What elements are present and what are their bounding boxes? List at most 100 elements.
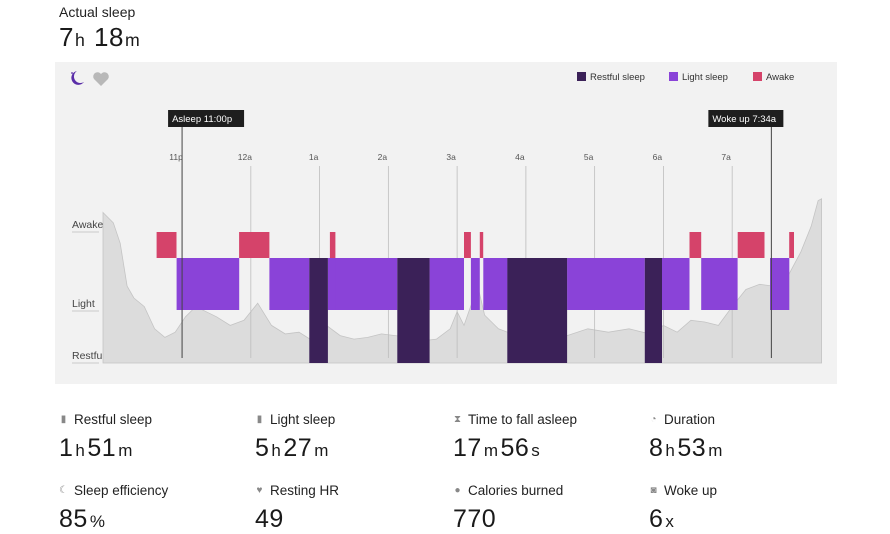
hour-tick-label: 11p <box>169 152 183 162</box>
sleep-segment-light <box>470 258 480 310</box>
actual-sleep-minutes: 18 <box>94 22 124 52</box>
actual-sleep-header: Actual sleep 7h 18m <box>59 4 141 53</box>
metric-label: Time to fall asleep <box>468 411 578 427</box>
clock-icon: ◔ <box>650 413 657 425</box>
heart-icon[interactable] <box>93 72 109 86</box>
metric-value: 85% <box>59 505 249 534</box>
sleep-segment-awake <box>329 232 336 258</box>
alarm-icon: ◙ <box>650 484 657 496</box>
actual-sleep-hours: 7 <box>59 22 74 52</box>
asleep-marker-badge <box>168 110 245 127</box>
hour-tick-label: 2a <box>378 152 388 162</box>
metric-number: 49 <box>255 505 284 533</box>
y-label-restful: Restful <box>72 350 105 362</box>
metric-unit: h <box>665 441 676 460</box>
sleep-segment-light <box>662 258 690 310</box>
sleep-segment-awake <box>156 232 177 258</box>
metric-value: 5 h27 m <box>255 434 445 463</box>
sleep-segment-light <box>770 258 790 310</box>
metric-value: 770 <box>453 505 643 534</box>
sleep-chart-panel: Restful sleep Light sleep Awake Awake Li… <box>55 62 837 384</box>
metric-value: 1 h51 m <box>59 434 249 463</box>
metric-label: Light sleep <box>270 411 336 427</box>
legend-label-restful: Restful sleep <box>590 72 645 83</box>
legend-swatch-awake <box>753 72 762 81</box>
metric-number: 770 <box>453 505 497 533</box>
metric-value: 8 h53 m <box>649 434 839 463</box>
metric-unit: s <box>531 441 541 460</box>
metric-label: Resting HR <box>270 482 340 498</box>
hour-tick-label: 12a <box>238 152 252 162</box>
actual-sleep-label: Actual sleep <box>59 4 136 20</box>
moon-icon[interactable] <box>71 71 84 85</box>
metric-sleep-efficiency: ☾ Sleep efficiency 85% <box>59 481 249 534</box>
metric-unit: x <box>665 512 675 531</box>
metric-unit: m <box>118 441 133 460</box>
legend-label-awake: Awake <box>766 72 794 83</box>
hour-tick-label: 7a <box>721 152 731 162</box>
sleep-segment-light <box>327 258 336 310</box>
metric-number: 53 <box>677 434 707 462</box>
sleep-segment-awake <box>239 232 270 258</box>
sleep-segments <box>156 232 794 363</box>
metric-number: 6 <box>649 505 664 533</box>
sleep-segment-restful <box>397 258 430 363</box>
actual-sleep-hours-unit: h <box>74 30 86 50</box>
metric-resting-hr: ♥ Resting HR 49 <box>255 481 445 534</box>
legend-label-light: Light sleep <box>682 72 728 83</box>
metric-label: Duration <box>664 411 716 427</box>
metric-number: 8 <box>649 434 664 462</box>
flame-icon: ● <box>454 484 461 496</box>
sleep-markers: Asleep 11:00p Woke up 7:34a <box>168 110 784 358</box>
heart-icon: ♥ <box>256 484 263 496</box>
legend-swatch-restful <box>577 72 586 81</box>
sleep-segment-light <box>483 258 508 310</box>
hour-tick-label: 1a <box>309 152 319 162</box>
metric-unit: m <box>314 441 329 460</box>
sleep-segment-awake <box>689 232 702 258</box>
metric-label: Sleep efficiency <box>74 482 169 498</box>
sleep-segment-restful <box>309 258 328 363</box>
metric-number: 27 <box>283 434 313 462</box>
woke-marker-label: Woke up 7:34a <box>712 114 776 125</box>
hour-tick-label: 4a <box>515 152 525 162</box>
metric-unit: h <box>271 441 282 460</box>
legend-swatch-light <box>669 72 678 81</box>
metric-unit: h <box>75 441 86 460</box>
bar-chart-icon: ▮ <box>60 413 67 425</box>
metric-light-sleep: ▮ Light sleep 5 h27 m <box>255 410 445 463</box>
sleep-segment-light <box>701 258 738 310</box>
metric-number: 51 <box>87 434 117 462</box>
actual-sleep-minutes-unit: m <box>124 30 141 50</box>
metric-number: 5 <box>255 434 270 462</box>
y-label-awake: Awake <box>72 219 103 231</box>
metric-number: 17 <box>453 434 482 462</box>
moon-icon: ☾ <box>59 484 68 496</box>
metric-label: Restful sleep <box>74 411 153 427</box>
sleep-segment-awake <box>479 232 484 258</box>
chart-legend: Restful sleep Light sleep Awake <box>577 72 794 83</box>
metric-value: 17 m56 s <box>453 434 643 463</box>
metric-number: 85 <box>59 505 88 533</box>
actual-sleep-value: 7h 18m <box>59 22 141 53</box>
hour-tick-label: 3a <box>446 152 456 162</box>
sleep-segment-restful <box>644 258 662 363</box>
metric-number: 1 <box>59 434 74 462</box>
sleep-segment-light <box>335 258 398 310</box>
metric-unit: m <box>483 441 499 460</box>
metric-value: 49 <box>255 505 445 534</box>
sleep-segment-awake <box>464 232 471 258</box>
metric-number: 56 <box>500 434 530 462</box>
y-label-light: Light <box>72 298 95 310</box>
sleep-segment-awake <box>789 232 794 258</box>
hour-tick-label: 5a <box>584 152 594 162</box>
metric-restful-sleep: ▮ Restful sleep 1 h51 m <box>59 410 249 463</box>
metric-unit: % <box>89 512 106 531</box>
woke-marker-badge <box>708 110 784 127</box>
metric-label: Woke up <box>664 482 718 498</box>
bar-chart-icon: ▮ <box>256 413 263 425</box>
hour-tick-label: 6a <box>653 152 663 162</box>
metric-duration: ◔ Duration 8 h53 m <box>649 410 839 463</box>
